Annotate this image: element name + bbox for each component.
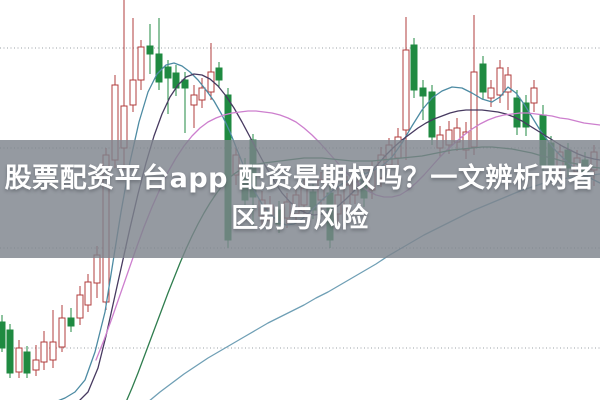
headline-line-2: 区别与风险 xyxy=(231,203,369,234)
title-overlay: 股票配资平台app 配资是期权吗？一文辨析两者 区别与风险 xyxy=(0,140,600,258)
headline-line-1: 股票配资平台app 配资是期权吗？一文辨析两者 xyxy=(4,163,596,194)
